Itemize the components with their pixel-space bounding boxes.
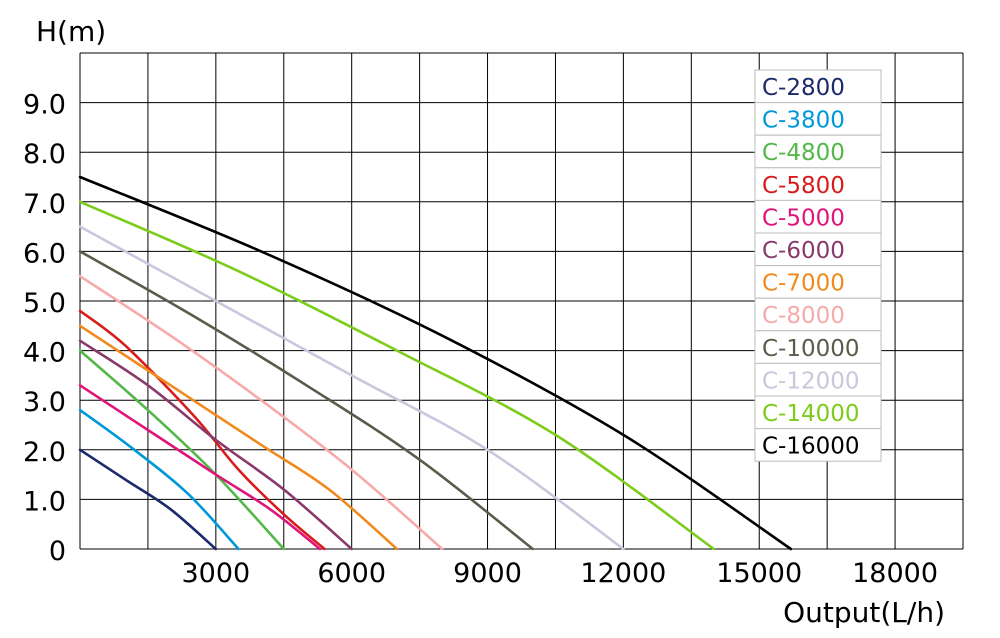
legend-label-c-7000: C-7000	[762, 271, 845, 297]
curve-c-5000	[78, 384, 322, 551]
x-tick-label: 18000	[852, 558, 938, 589]
legend-label-c-6000: C-6000	[762, 238, 845, 264]
y-tick-label: 4.0	[23, 338, 66, 369]
curve-c-12000	[78, 225, 625, 551]
legend-label-c-4800: C-4800	[762, 140, 845, 166]
x-tick-label: 3000	[181, 558, 250, 589]
chart-legend: C-2800 C-3800 C-4800 C-5800 C-5000 C-6000 C-70…	[754, 69, 882, 462]
y-tick-label: 6.0	[23, 238, 66, 269]
y-tick-label: 5.0	[23, 288, 66, 319]
curve-c-2800	[78, 448, 218, 551]
curve-c-4800	[78, 349, 286, 551]
legend-box-c-16000	[754, 428, 882, 462]
legend-box-c-7000	[754, 265, 882, 299]
legend-label-c-12000: C-12000	[762, 368, 860, 394]
x-tick-label: 6000	[317, 558, 386, 589]
legend-label-c-3800: C-3800	[762, 108, 845, 134]
legend-label-c-8000: C-8000	[762, 303, 845, 329]
curve-c-3800	[78, 408, 240, 551]
legend-box-c-12000	[754, 362, 882, 397]
legend-box-c-14000	[754, 395, 882, 430]
legend-box-c-8000	[754, 297, 882, 332]
legend-label-c-5000: C-5000	[762, 205, 845, 231]
legend-label-c-14000: C-14000	[762, 401, 860, 427]
legend-label-c-2800: C-2800	[762, 75, 845, 101]
curve-c-7000	[78, 324, 399, 551]
legend-box-c-5000	[754, 199, 882, 234]
legend-box-c-5800	[754, 167, 882, 201]
legend-box-c-2800	[754, 69, 882, 104]
y-tick-label: 2.0	[23, 437, 66, 468]
y-tick-label: 7.0	[23, 189, 66, 220]
legend-box-c-3800	[754, 102, 882, 136]
chart-axes: 0 1.0 2.0 3.0 4.0 5.0 6.0 7.0 8.0 9.0 3000 6000 9000…	[23, 90, 938, 589]
curve-c-10000	[78, 250, 535, 551]
legend-label-c-10000: C-10000	[762, 336, 860, 362]
y-tick-label: 3.0	[23, 387, 66, 418]
x-tick-label: 15000	[716, 558, 802, 589]
x-tick-label: 9000	[453, 558, 522, 589]
legend-box-c-4800	[754, 134, 882, 169]
performance-curves	[78, 175, 793, 551]
legend-label-c-16000: C-16000	[762, 434, 860, 460]
y-tick-label: 0	[49, 536, 66, 567]
curve-c-8000	[78, 274, 444, 551]
y-tick-label: 9.0	[23, 90, 66, 121]
y-axis-label: H(m)	[36, 15, 106, 48]
x-tick-label: 12000	[580, 558, 666, 589]
x-axis-label: Output(L/h)	[783, 596, 945, 629]
curve-c-16000	[78, 175, 793, 551]
y-tick-label: 8.0	[23, 139, 66, 170]
legend-box-c-6000	[754, 232, 882, 267]
legend-box-c-10000	[754, 330, 882, 364]
curve-c-14000	[78, 200, 716, 551]
y-tick-label: 1.0	[23, 486, 66, 517]
legend-label-c-5800: C-5800	[762, 173, 845, 199]
curve-c-6000	[78, 339, 353, 551]
